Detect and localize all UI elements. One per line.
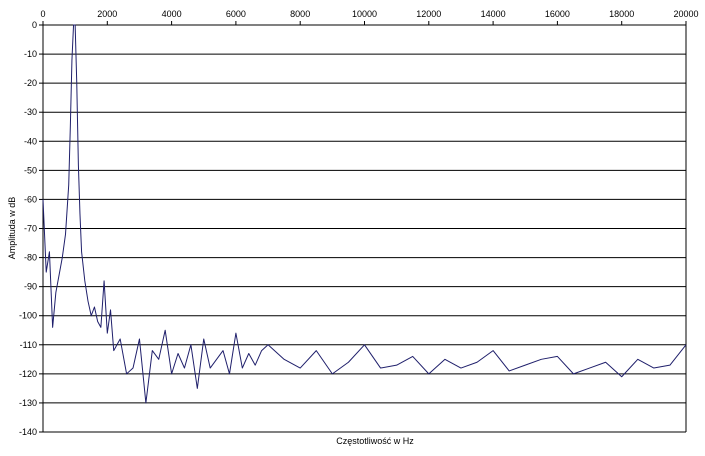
x-tick-label: 6000: [226, 9, 246, 19]
y-tick-label: -130: [19, 398, 37, 408]
y-tick-label: -110: [20, 340, 37, 350]
y-tick-label: -90: [24, 282, 37, 292]
x-axis-label: Częstotliwość w Hz: [336, 436, 414, 446]
y-tick-label: -20: [24, 78, 37, 88]
x-tick-label: 18000: [609, 9, 634, 19]
y-tick-labels: 0 -10 -20 -30 -40 -50 -60 -70 -80 -90 -100 -110 -120…: [19, 20, 37, 437]
y-tick-label: 0: [32, 20, 37, 30]
y-tick-label: -40: [24, 136, 37, 146]
x-tick-label: 8000: [290, 9, 310, 19]
series-layer: [42, 24, 687, 404]
y-tick-label: -80: [24, 253, 37, 263]
y-tick-label: -10: [24, 49, 37, 59]
y-tick-label: -120: [19, 369, 37, 379]
x-tick-label: 16000: [545, 9, 570, 19]
x-tick-label: 4000: [162, 9, 182, 19]
x-tick-label: 12000: [416, 9, 441, 19]
y-tick-label: -140: [19, 427, 37, 437]
chart-axes: [39, 21, 687, 433]
x-tick-label: 14000: [481, 9, 506, 19]
y-tick-label: -70: [24, 224, 37, 234]
spectrum-series-line: [42, 24, 687, 404]
grid-lines: [43, 24, 686, 433]
y-tick-label: -60: [24, 194, 37, 204]
x-tick-label: 20000: [673, 9, 698, 19]
x-tick-label: 10000: [352, 9, 377, 19]
x-tick-label: 0: [40, 9, 45, 19]
x-tick-labels: 0 2000 4000 6000 8000 10000 12000 14000 16000 180…: [40, 9, 698, 19]
y-tick-label: -30: [24, 107, 37, 117]
y-axis-label: Amplituda w dB: [7, 197, 17, 260]
y-tick-label: -50: [24, 165, 37, 175]
y-tick-label: -100: [19, 311, 37, 321]
x-tick-label: 2000: [97, 9, 117, 19]
